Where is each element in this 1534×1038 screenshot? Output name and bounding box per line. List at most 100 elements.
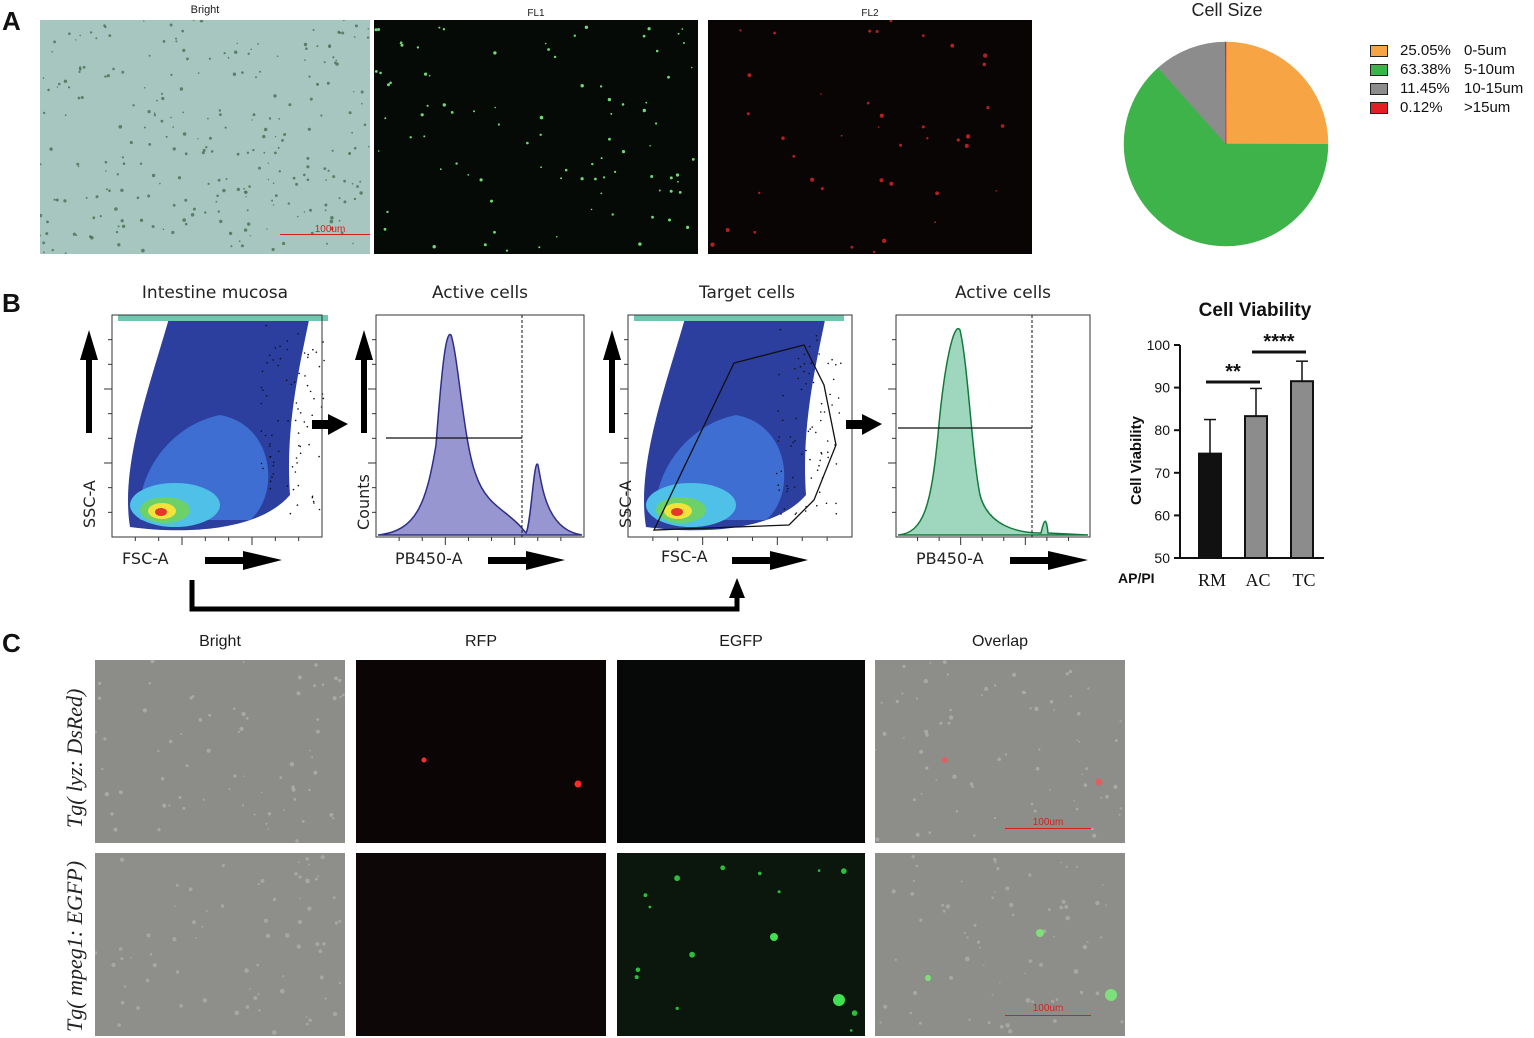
cell-speck xyxy=(642,108,646,113)
cell-speck xyxy=(317,875,320,878)
column-title-egfp: EGFP xyxy=(719,633,763,650)
cell-speck xyxy=(689,951,695,958)
cell-speck xyxy=(142,708,148,713)
outlier-point xyxy=(829,393,831,396)
cell-speck xyxy=(326,81,330,85)
cell-speck xyxy=(1028,873,1032,877)
cell-speck xyxy=(202,148,206,152)
cell-speck xyxy=(195,936,198,939)
cell-speck xyxy=(428,74,431,77)
cell-speck xyxy=(318,949,323,954)
cell-speck xyxy=(172,147,176,151)
cell-speck xyxy=(90,235,94,240)
cell-speck xyxy=(538,246,541,249)
cell-speck xyxy=(151,225,155,228)
row-label-mpeg1-egfp: Tg( mpeg1: EGFP) xyxy=(62,860,87,1032)
outlier-point xyxy=(297,484,300,487)
outlier-point xyxy=(793,486,796,488)
cell-speck xyxy=(438,26,441,29)
image-title-bright: Bright xyxy=(190,4,220,16)
cell-speck xyxy=(165,135,168,138)
cell-speck xyxy=(902,664,906,668)
cell-speck xyxy=(150,660,155,664)
cell-speck xyxy=(343,20,345,22)
cell-speck xyxy=(298,875,302,879)
outlier-point xyxy=(816,339,818,342)
cell-speck xyxy=(339,695,342,699)
outlier-point xyxy=(780,513,782,515)
cell-speck xyxy=(310,231,314,235)
cell-speck xyxy=(171,230,175,235)
cell-speck xyxy=(180,733,183,735)
red-cell xyxy=(942,757,948,763)
cell-speck xyxy=(85,196,88,199)
outlier-point xyxy=(797,377,800,380)
cell-speck xyxy=(675,173,680,177)
cell-speck xyxy=(1000,124,1005,128)
cell-speck xyxy=(160,777,165,781)
cell-speck xyxy=(192,920,196,925)
cell-speck xyxy=(758,871,762,876)
cell-speck xyxy=(228,231,233,236)
outlier-point xyxy=(794,440,796,442)
outlier-point xyxy=(778,489,780,491)
cell-speck xyxy=(160,119,164,123)
outlier-point xyxy=(794,513,797,516)
cell-speck xyxy=(152,963,157,968)
cell-speck xyxy=(351,131,353,134)
cell-speck xyxy=(307,906,312,911)
cell-speck xyxy=(242,775,245,778)
cell-speck xyxy=(915,697,918,700)
cell-speck xyxy=(117,225,120,228)
cell-speck xyxy=(889,181,894,186)
outlier-point xyxy=(778,373,780,376)
cell-speck xyxy=(179,1004,183,1008)
cell-speck xyxy=(80,96,84,99)
density-edge xyxy=(118,315,328,321)
cell-speck xyxy=(273,94,277,98)
cell-speck xyxy=(190,213,195,217)
cell-speck xyxy=(643,893,648,898)
outlier-point xyxy=(808,345,811,348)
red-cell xyxy=(1095,778,1103,786)
cell-speck xyxy=(912,879,915,882)
cell-speck xyxy=(225,178,228,180)
cell-speck xyxy=(580,84,584,88)
cell-speck xyxy=(879,113,884,118)
outlier-point xyxy=(274,347,277,349)
cell-speck xyxy=(872,250,876,254)
cell-speck xyxy=(143,126,146,129)
cell-speck xyxy=(118,125,123,129)
outlier-point xyxy=(262,467,264,470)
cell-speck xyxy=(221,863,225,868)
cell-speck xyxy=(120,957,124,961)
outlier-point xyxy=(296,462,298,464)
cell-speck xyxy=(182,111,185,114)
cell-speck xyxy=(40,234,41,237)
cell-speck xyxy=(136,196,140,200)
cell-speck xyxy=(236,152,240,156)
plot-title-target-cells: Target cells xyxy=(698,283,796,303)
cell-speck xyxy=(610,112,613,115)
outlier-point xyxy=(306,384,309,387)
bright-image-row1 xyxy=(95,660,345,843)
cell-speck xyxy=(889,20,893,23)
outlier-point xyxy=(271,434,273,437)
cell-speck xyxy=(424,72,428,76)
outlier-point xyxy=(298,372,300,375)
cell-speck xyxy=(353,146,357,150)
outlier-point xyxy=(840,362,842,365)
cell-speck xyxy=(1114,739,1118,743)
cell-speck xyxy=(299,897,301,900)
cell-speck xyxy=(1113,784,1118,789)
cell-speck xyxy=(1023,691,1027,694)
cell-speck xyxy=(76,162,80,166)
cell-speck xyxy=(304,59,306,61)
cell-speck xyxy=(1100,796,1103,799)
cell-speck xyxy=(343,200,347,204)
cell-speck xyxy=(238,240,241,243)
outlier-point xyxy=(782,394,784,397)
cell-speck xyxy=(820,187,824,191)
cell-speck xyxy=(162,803,167,808)
cell-speck xyxy=(1075,865,1078,868)
